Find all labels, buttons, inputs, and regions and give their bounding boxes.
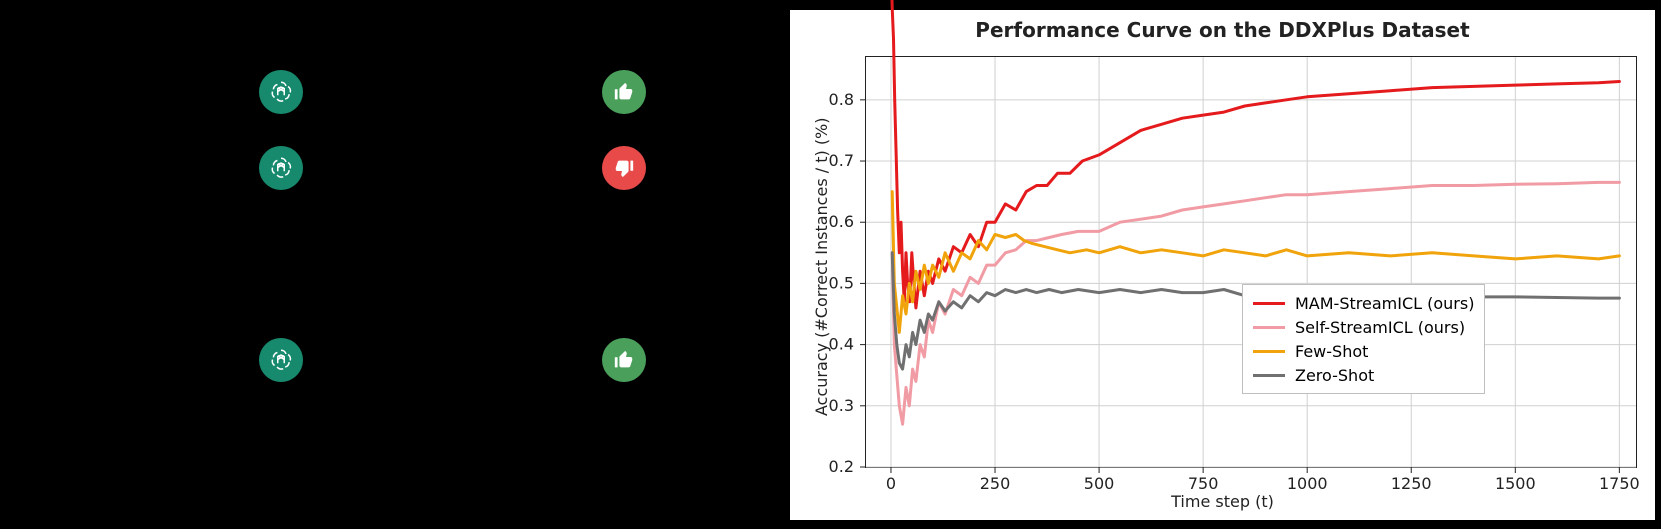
openai-icon <box>259 70 303 114</box>
legend-label: MAM-StreamICL (ours) <box>1295 294 1474 313</box>
svg-text:500: 500 <box>1084 474 1115 493</box>
thumb-up-icon <box>602 70 646 114</box>
svg-text:0.5: 0.5 <box>829 273 854 292</box>
x-axis-label: Time step (t) <box>790 492 1655 511</box>
performance-chart: Performance Curve on the DDXPlus Dataset… <box>790 10 1655 520</box>
legend-swatch <box>1253 326 1285 329</box>
legend-label: Zero-Shot <box>1295 366 1374 385</box>
svg-text:1250: 1250 <box>1391 474 1432 493</box>
plot-area: 025050075010001250150017500.20.30.40.50.… <box>865 56 1637 468</box>
legend-swatch <box>1253 350 1285 353</box>
legend-item: MAM-StreamICL (ours) <box>1253 291 1474 315</box>
openai-icon <box>259 146 303 190</box>
thumb-down-icon <box>602 146 646 190</box>
thumb-up-icon <box>602 338 646 382</box>
svg-text:0.6: 0.6 <box>829 212 854 231</box>
legend-swatch <box>1253 302 1285 305</box>
legend-swatch <box>1253 374 1285 377</box>
figure-root: Performance Curve on the DDXPlus Dataset… <box>0 0 1661 529</box>
svg-text:750: 750 <box>1188 474 1219 493</box>
svg-text:0.2: 0.2 <box>829 457 854 476</box>
legend-item: Zero-Shot <box>1253 363 1474 387</box>
svg-text:1500: 1500 <box>1495 474 1536 493</box>
plot-svg: 025050075010001250150017500.20.30.40.50.… <box>866 57 1636 467</box>
svg-text:0.8: 0.8 <box>829 90 854 109</box>
svg-text:0.3: 0.3 <box>829 396 854 415</box>
y-ticks: 0.2 0.3 0.4 0.5 0.6 0.7 0.8 <box>829 90 866 476</box>
svg-text:250: 250 <box>980 474 1011 493</box>
legend-item: Self-StreamICL (ours) <box>1253 315 1474 339</box>
legend-label: Few-Shot <box>1295 342 1368 361</box>
x-ticks: 0 250 500 750 1000 1250 1500 1750 <box>886 467 1640 493</box>
legend-label: Self-StreamICL (ours) <box>1295 318 1465 337</box>
legend-item: Few-Shot <box>1253 339 1474 363</box>
svg-text:0.4: 0.4 <box>829 335 854 354</box>
svg-text:0.7: 0.7 <box>829 151 854 170</box>
chart-title: Performance Curve on the DDXPlus Dataset <box>790 18 1655 42</box>
svg-text:0: 0 <box>886 474 896 493</box>
series-line <box>891 0 1619 308</box>
svg-text:1750: 1750 <box>1599 474 1640 493</box>
legend: MAM-StreamICL (ours) Self-StreamICL (ours… <box>1242 284 1485 394</box>
svg-text:1000: 1000 <box>1287 474 1328 493</box>
openai-icon <box>259 338 303 382</box>
